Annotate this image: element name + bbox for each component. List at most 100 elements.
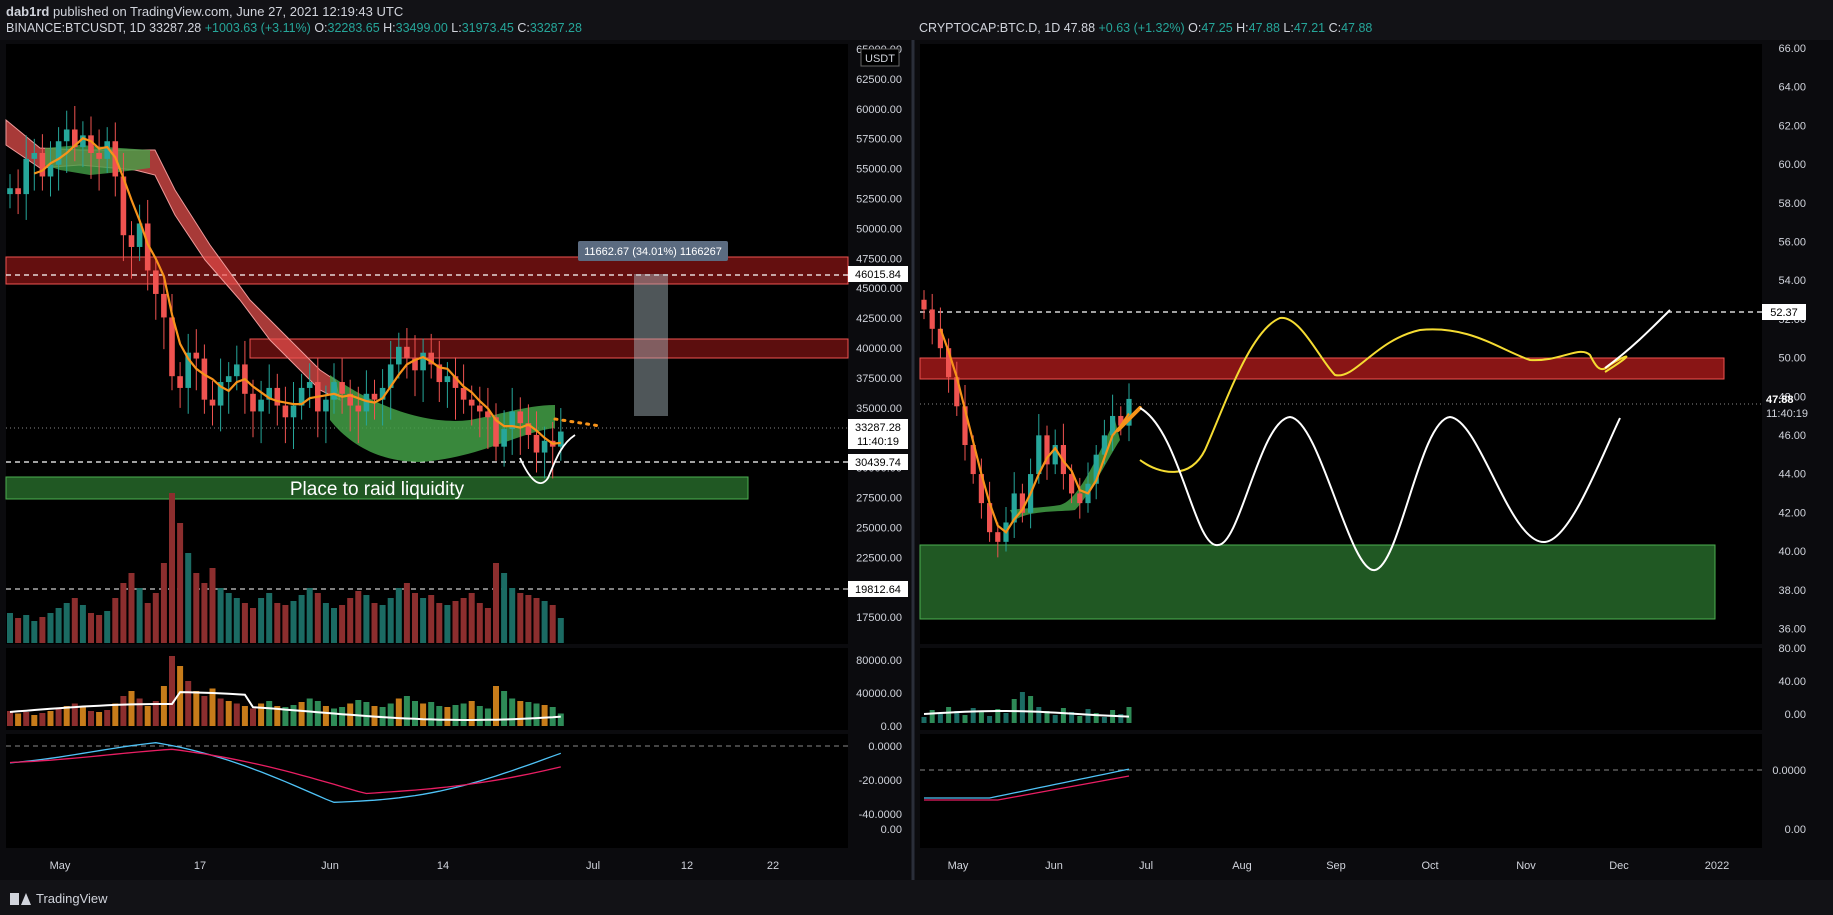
left-volume-bar[interactable] xyxy=(444,605,451,643)
left-volume-bar[interactable] xyxy=(403,583,410,643)
left-volume-bar[interactable] xyxy=(517,593,524,643)
right-candle[interactable] xyxy=(954,377,960,407)
right-time-axis[interactable]: May Jun Jul Aug Sep Oct Nov Dec 2022 xyxy=(948,860,1730,872)
left-candle[interactable] xyxy=(217,382,224,406)
left-volume-bar[interactable] xyxy=(347,598,354,643)
left-volume-bar[interactable] xyxy=(298,595,305,643)
right-volume-bar[interactable] xyxy=(921,717,927,723)
left-candle[interactable] xyxy=(282,405,289,418)
right-volume-bar[interactable] xyxy=(1036,707,1042,723)
left-flag-top-bg[interactable] xyxy=(848,266,908,282)
left-volume-bar[interactable] xyxy=(112,598,119,643)
left-candle[interactable] xyxy=(250,393,256,412)
left-hist-bar[interactable] xyxy=(282,707,289,726)
left-hist-bar[interactable] xyxy=(355,700,362,726)
left-volume-bar[interactable] xyxy=(557,618,564,643)
left-hist-bar[interactable] xyxy=(541,705,548,726)
left-candle[interactable] xyxy=(558,431,564,447)
left-hist-bar[interactable] xyxy=(112,703,119,727)
left-hist-bar[interactable] xyxy=(387,703,394,727)
left-flag-vol-bg[interactable] xyxy=(848,581,908,597)
right-volume-ma[interactable] xyxy=(923,710,1130,718)
left-hist-bar[interactable] xyxy=(468,701,475,726)
left-candle[interactable] xyxy=(306,382,313,388)
left-volume-bar[interactable] xyxy=(533,598,540,643)
left-volume-bar[interactable] xyxy=(282,605,289,643)
left-candle[interactable] xyxy=(234,364,240,377)
right-osc-line-red[interactable] xyxy=(924,775,1130,801)
left-hist-bar[interactable] xyxy=(501,691,508,726)
left-hist-bar[interactable] xyxy=(412,701,418,726)
right-candle[interactable] xyxy=(1052,445,1058,465)
left-volume-bar[interactable] xyxy=(371,603,378,643)
left-hist-bar[interactable] xyxy=(403,696,410,726)
tradingview-logo[interactable]: TradingView xyxy=(10,891,108,906)
left-candle[interactable] xyxy=(509,411,515,430)
left-hist-bar[interactable] xyxy=(136,698,143,727)
left-hist-bar[interactable] xyxy=(39,713,46,726)
right-osc-line-blue[interactable] xyxy=(924,768,1130,799)
right-candle[interactable] xyxy=(962,406,968,446)
left-candle[interactable] xyxy=(209,399,216,406)
left-volume-bar[interactable] xyxy=(476,603,483,643)
right-volume-bar[interactable] xyxy=(1085,709,1091,723)
left-hist-bar[interactable] xyxy=(63,706,70,726)
left-volume-bar[interactable] xyxy=(363,595,370,643)
left-hist-bar[interactable] xyxy=(241,706,248,726)
left-candle[interactable] xyxy=(444,376,451,383)
left-candle[interactable] xyxy=(23,158,29,195)
right-symbol[interactable]: CRYPTOCAP:BTC.D, 1D xyxy=(919,21,1061,35)
left-candle[interactable] xyxy=(371,393,378,400)
left-hist-bar[interactable] xyxy=(233,703,240,727)
left-candle[interactable] xyxy=(266,387,272,400)
left-candle[interactable] xyxy=(120,176,127,236)
right-ma-projection[interactable] xyxy=(1116,406,1142,432)
left-volume-bar[interactable] xyxy=(266,593,273,643)
left-hist-bar[interactable] xyxy=(290,705,297,726)
right-volume-bar[interactable] xyxy=(1052,715,1058,723)
right-candle[interactable] xyxy=(1011,493,1017,523)
left-resistance-zone[interactable] xyxy=(5,256,849,285)
right-volume-pane[interactable] xyxy=(920,648,1762,730)
left-hist-bar[interactable] xyxy=(47,711,54,726)
right-volume-axis[interactable]: 80.00 40.00 0.00 xyxy=(1778,643,1806,721)
left-candle[interactable] xyxy=(412,358,418,371)
left-volume-bar[interactable] xyxy=(493,563,499,643)
right-flag-top-bg[interactable] xyxy=(1762,304,1806,320)
left-hist-bar[interactable] xyxy=(31,715,38,726)
left-candle[interactable] xyxy=(144,223,151,271)
right-volume-bar[interactable] xyxy=(1077,716,1083,723)
author-name[interactable]: dab1rd xyxy=(6,4,50,19)
left-candle[interactable] xyxy=(63,129,70,142)
left-hist-bar[interactable] xyxy=(436,706,443,726)
left-white-projection[interactable] xyxy=(519,434,576,484)
left-volume-bar[interactable] xyxy=(484,608,491,643)
left-osc-pane[interactable] xyxy=(6,734,848,848)
left-ma-projection[interactable] xyxy=(553,417,602,428)
right-price-pane[interactable] xyxy=(920,44,1762,644)
left-hist-bar[interactable] xyxy=(177,666,184,726)
right-candle[interactable] xyxy=(929,309,935,329)
left-candle[interactable] xyxy=(55,141,62,165)
left-hist-bar[interactable] xyxy=(339,707,346,726)
left-candle[interactable] xyxy=(452,376,459,388)
left-candle[interactable] xyxy=(404,346,410,359)
left-candle[interactable] xyxy=(396,346,402,365)
left-volume-bar[interactable] xyxy=(314,593,321,643)
left-candle[interactable] xyxy=(177,376,183,388)
right-white-projection-2[interactable] xyxy=(1604,309,1671,369)
left-volume-bar[interactable] xyxy=(379,605,386,643)
left-volume-bar[interactable] xyxy=(104,611,111,643)
right-candle[interactable] xyxy=(987,503,993,533)
left-candle[interactable] xyxy=(477,405,483,412)
left-hist-bar[interactable] xyxy=(420,703,427,727)
left-hist-bar[interactable] xyxy=(15,713,22,727)
right-volume-bar[interactable] xyxy=(1101,717,1107,723)
left-volume-bar[interactable] xyxy=(160,563,167,643)
left-volume-bar[interactable] xyxy=(63,603,70,643)
left-hist-bar[interactable] xyxy=(395,698,402,727)
right-candle[interactable] xyxy=(978,474,984,504)
left-resistance-zone-2[interactable] xyxy=(249,338,849,359)
left-volume-bar[interactable] xyxy=(250,608,256,643)
left-hist-bar[interactable] xyxy=(128,691,135,726)
